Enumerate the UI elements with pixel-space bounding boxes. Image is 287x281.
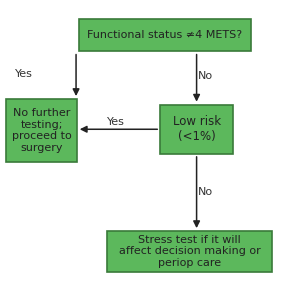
Text: Yes: Yes [15,69,33,80]
Text: No: No [198,187,213,197]
Text: Stress test if it will
affect decision making or
periop care: Stress test if it will affect decision m… [119,235,260,268]
FancyBboxPatch shape [107,231,272,272]
FancyBboxPatch shape [160,105,233,154]
FancyBboxPatch shape [79,19,251,51]
FancyBboxPatch shape [6,99,77,162]
Text: No further
testing;
proceed to
surgery: No further testing; proceed to surgery [12,108,71,153]
Text: Functional status ≄4 METS?: Functional status ≄4 METS? [88,30,243,40]
Text: Yes: Yes [107,117,125,127]
Text: No: No [198,71,213,81]
Text: Low risk
(<1%): Low risk (<1%) [172,115,221,143]
